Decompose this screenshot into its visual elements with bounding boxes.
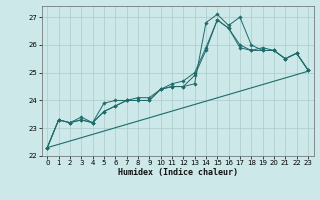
X-axis label: Humidex (Indice chaleur): Humidex (Indice chaleur) — [118, 168, 237, 177]
